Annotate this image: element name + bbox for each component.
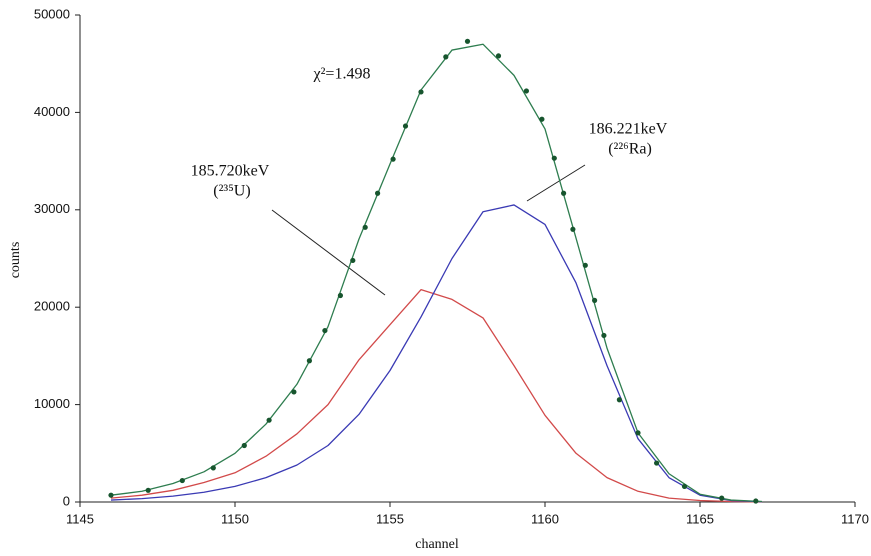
data-point xyxy=(375,190,381,196)
data-point xyxy=(306,358,312,364)
fit-line xyxy=(110,204,763,503)
data-point xyxy=(390,156,396,162)
data-point xyxy=(681,483,688,490)
data-point xyxy=(108,492,114,498)
data-point xyxy=(551,155,557,161)
fit-line xyxy=(110,289,763,503)
data-point xyxy=(210,465,216,471)
annotation: 185.720keV xyxy=(191,163,270,180)
data-point xyxy=(616,397,623,403)
data-point xyxy=(179,477,185,484)
y-tick-label: 40000 xyxy=(34,104,70,119)
data-point xyxy=(582,262,588,268)
data-point xyxy=(601,332,607,339)
data-point xyxy=(570,226,576,232)
x-tick-label: 1150 xyxy=(221,511,249,526)
data-point xyxy=(654,460,660,466)
x-tick-label: 1160 xyxy=(531,511,559,526)
annotation: (²²⁶Ra) xyxy=(608,141,652,158)
y-tick-label: 30000 xyxy=(34,201,70,216)
data-point xyxy=(145,487,151,493)
annotation: (²³⁵U) xyxy=(213,183,250,200)
annotation: 186.221keV xyxy=(589,121,668,138)
data-point xyxy=(266,417,272,423)
data-point xyxy=(539,116,545,122)
fit-line xyxy=(110,43,763,503)
x-tick-label: 1155 xyxy=(376,511,404,526)
data-point xyxy=(418,89,424,95)
data-point xyxy=(464,38,471,44)
data-point xyxy=(523,88,530,94)
leader-line xyxy=(271,209,386,296)
data-point xyxy=(322,327,328,334)
data-point xyxy=(719,495,725,501)
leader-line xyxy=(526,164,586,202)
data-point xyxy=(635,430,641,436)
data-point xyxy=(495,53,502,59)
y-tick-label: 0 xyxy=(63,493,70,508)
y-tick-label: 10000 xyxy=(34,396,70,411)
data-point xyxy=(561,190,567,196)
y-axis-label: counts xyxy=(8,242,23,279)
data-point xyxy=(291,389,297,395)
y-tick-label: 20000 xyxy=(34,299,70,314)
y-tick-label: 50000 xyxy=(34,6,70,21)
x-tick-label: 1145 xyxy=(66,511,94,526)
data-point xyxy=(443,54,449,60)
data-point xyxy=(241,442,247,449)
data-point xyxy=(402,123,409,129)
data-point xyxy=(337,292,343,299)
x-tick-label: 1170 xyxy=(841,511,869,526)
data-point xyxy=(362,224,368,230)
x-axis-label: channel xyxy=(415,537,459,552)
x-tick-label: 1165 xyxy=(686,511,714,526)
annotation: χ²=1.498 xyxy=(313,66,371,83)
data-point xyxy=(592,297,598,303)
data-point xyxy=(350,257,356,264)
data-point xyxy=(753,498,759,504)
